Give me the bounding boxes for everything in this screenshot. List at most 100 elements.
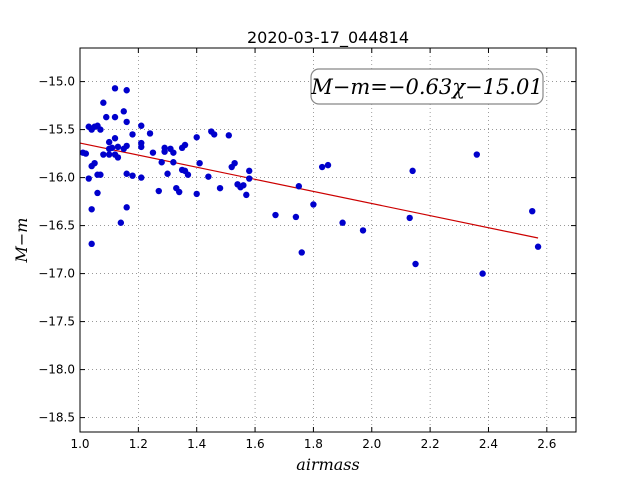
- data-point: [184, 171, 192, 178]
- data-point: [310, 201, 317, 208]
- x-tick-labels: 1.0 1.2 1.4 1.6 1.8 2.0 2.2 2.4 2.6: [70, 437, 556, 451]
- data-point: [155, 187, 162, 195]
- data-point: [105, 138, 113, 146]
- data-point: [231, 160, 238, 167]
- y-axis-label: M−m: [12, 218, 31, 264]
- data-point: [225, 132, 232, 139]
- data-point: [216, 184, 224, 192]
- data-point: [181, 141, 189, 149]
- axis-ticks: [79, 48, 576, 432]
- y-tick-label: −18.5: [38, 411, 75, 425]
- y-tick-label: −16.5: [38, 219, 75, 233]
- data-point: [138, 174, 145, 181]
- data-point: [123, 204, 130, 211]
- y-tick-label: −15.0: [38, 75, 75, 89]
- data-point: [170, 149, 177, 156]
- x-tick-label: 1.6: [246, 437, 265, 451]
- data-point: [100, 151, 107, 158]
- data-point: [318, 163, 326, 171]
- data-point: [88, 206, 95, 213]
- data-point: [129, 172, 136, 179]
- data-point: [94, 189, 101, 197]
- data-point: [243, 191, 250, 199]
- data-point: [97, 126, 104, 133]
- data-point: [246, 175, 253, 182]
- data-point: [479, 270, 486, 277]
- plot-frame: [79, 47, 577, 433]
- data-point: [117, 219, 125, 226]
- data-point: [246, 167, 253, 175]
- y-tick-label: −15.5: [38, 123, 75, 137]
- data-point: [292, 213, 300, 221]
- fit-equation: M−m=−0.63χ−15.01: [310, 75, 542, 99]
- fit-line-layer: [79, 142, 539, 239]
- data-point: [324, 161, 332, 169]
- data-point: [138, 122, 145, 129]
- x-tick-label: 1.8: [304, 437, 323, 451]
- data-point: [359, 227, 367, 234]
- data-point: [114, 154, 122, 161]
- data-point: [295, 183, 303, 190]
- data-point: [176, 188, 183, 196]
- fit-equation-box: M−m=−0.63χ−15.01: [310, 68, 544, 105]
- data-point: [138, 143, 145, 151]
- data-point: [529, 208, 536, 215]
- y-tick-label: −17.5: [38, 315, 75, 329]
- data-point: [88, 240, 95, 248]
- y-tick-label: −18.0: [38, 363, 75, 377]
- data-point: [298, 249, 305, 256]
- chart-title: 2020-03-17_044814: [247, 28, 409, 48]
- data-point: [123, 87, 130, 94]
- data-point: [108, 144, 116, 152]
- data-points: [79, 85, 542, 277]
- data-point: [103, 113, 110, 121]
- data-point: [272, 211, 279, 219]
- data-point: [91, 160, 98, 167]
- data-point: [111, 113, 119, 121]
- data-point: [120, 108, 127, 115]
- data-point: [170, 159, 177, 166]
- data-point: [161, 148, 168, 155]
- data-point: [97, 171, 104, 178]
- data-point: [123, 170, 130, 177]
- data-point: [82, 150, 90, 157]
- data-point: [129, 131, 136, 138]
- data-point: [149, 149, 157, 156]
- data-point: [114, 143, 122, 151]
- data-point: [111, 85, 119, 92]
- y-tick-label: −16.0: [38, 171, 75, 185]
- x-axis-label: airmass: [296, 455, 359, 474]
- data-point: [409, 167, 416, 175]
- fit-line: [79, 142, 539, 239]
- data-point: [339, 219, 346, 226]
- data-point: [111, 135, 119, 142]
- data-point: [85, 175, 92, 182]
- data-point: [406, 214, 413, 222]
- x-tick-label: 1.4: [187, 437, 206, 451]
- data-point: [211, 131, 218, 138]
- data-point: [205, 173, 212, 180]
- x-tick-label: 2.2: [421, 437, 440, 451]
- y-tick-labels: −15.0 −15.5 −16.0 −16.5 −17.0 −17.5 −18.0 −18.5: [38, 75, 75, 425]
- x-tick-label: 2.0: [362, 437, 381, 451]
- data-point: [193, 134, 200, 141]
- data-point: [123, 118, 130, 126]
- data-point: [105, 151, 113, 158]
- data-point: [100, 99, 107, 106]
- x-tick-label: 1.2: [129, 437, 148, 451]
- data-point: [123, 142, 130, 150]
- x-tick-label: 2.6: [537, 437, 556, 451]
- y-tick-label: −17.0: [38, 267, 75, 281]
- x-tick-label: 2.4: [479, 437, 498, 451]
- data-point: [146, 130, 154, 137]
- data-point: [240, 182, 247, 189]
- data-point: [164, 170, 171, 177]
- data-point: [158, 159, 165, 166]
- x-tick-label: 1.0: [70, 437, 89, 451]
- gridlines: [79, 48, 576, 432]
- data-point: [534, 243, 542, 250]
- data-point: [196, 160, 203, 167]
- data-point: [473, 151, 480, 158]
- data-point: [193, 190, 200, 198]
